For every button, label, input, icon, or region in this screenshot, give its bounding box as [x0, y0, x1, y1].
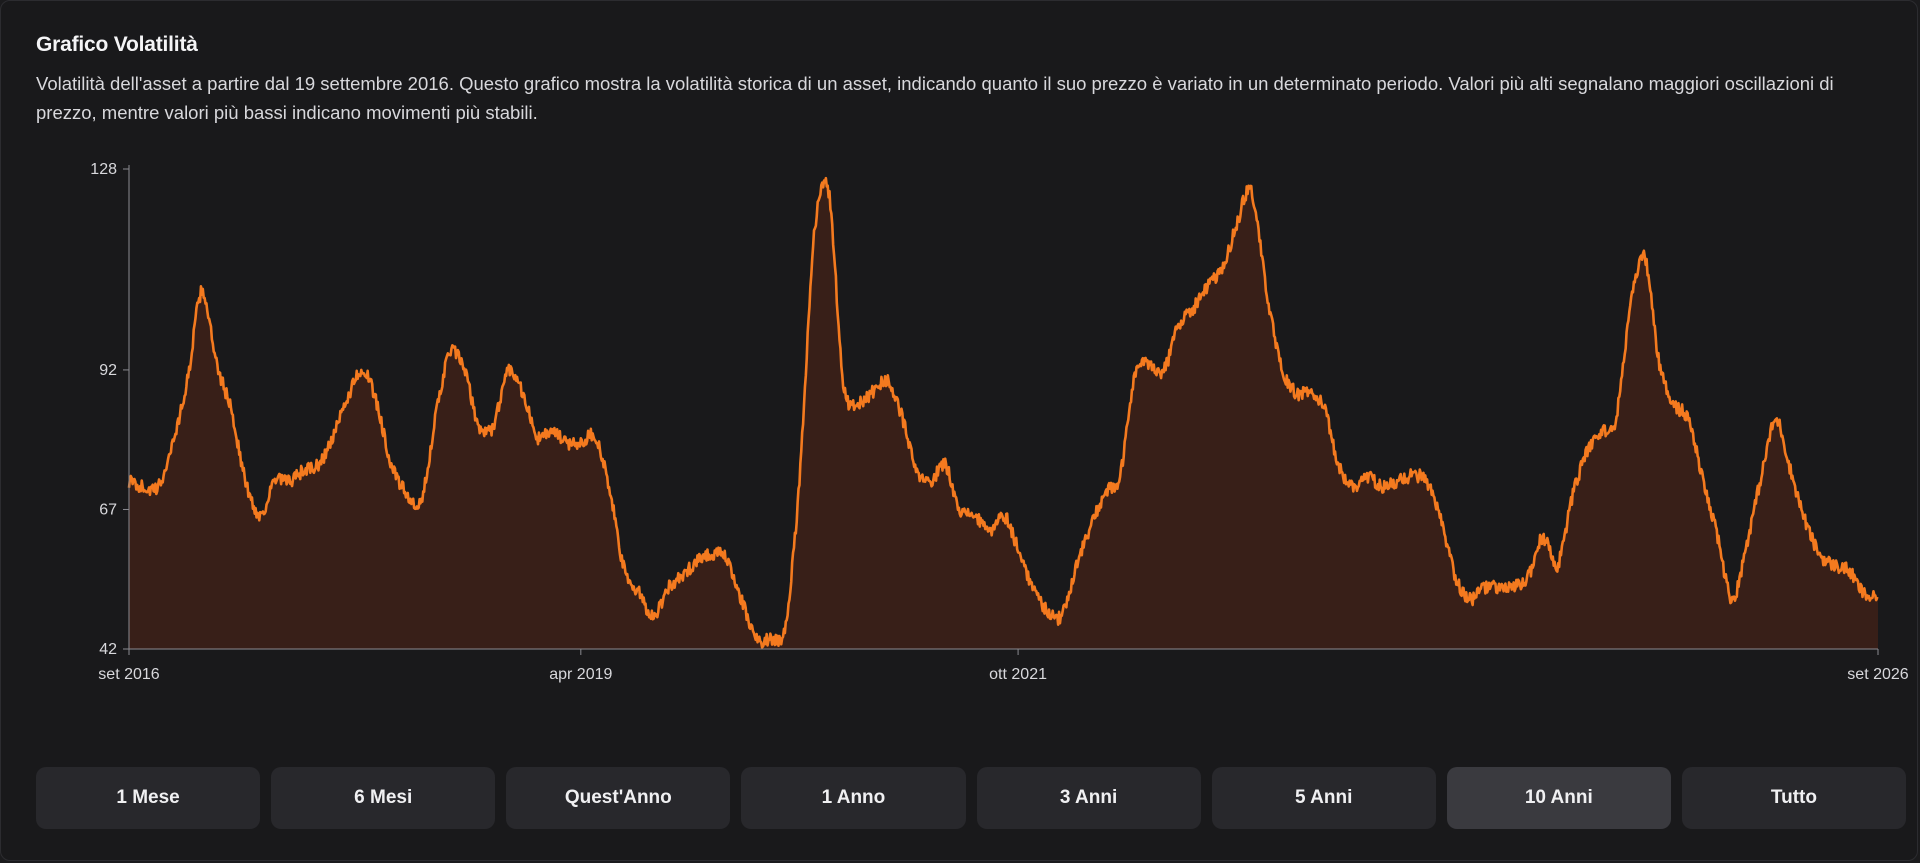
- y-tick-label: 128: [90, 161, 117, 178]
- range-button-3-anni[interactable]: 3 Anni: [976, 767, 1201, 829]
- range-button-6-mesi[interactable]: 6 Mesi: [271, 767, 496, 829]
- x-tick-label: set 2016: [98, 666, 159, 683]
- range-selector: 1 Mese 6 Mesi Quest'Anno 1 Anno 3 Anni 5 Anni…: [36, 767, 1906, 829]
- volatility-chart-svg: 42 67 92 128 set 2016 apr 2019 ott 2021 set 202…: [90, 161, 1908, 683]
- range-button-5-anni[interactable]: 5 Anni: [1211, 767, 1436, 829]
- range-button-tutto[interactable]: Tutto: [1681, 767, 1906, 829]
- x-tick-label: set 2026: [1847, 666, 1908, 683]
- volatility-series-line: [127, 176, 1879, 649]
- chart-description: Volatilità dell'asset a partire dal 19 s…: [36, 73, 1834, 123]
- y-tick-label: 67: [99, 501, 117, 518]
- chart-title: Grafico Volatilità: [36, 33, 198, 56]
- y-tick-label: 42: [99, 641, 117, 658]
- volatility-chart: 42 67 92 128 set 2016 apr 2019 ott 2021 set 202…: [1, 151, 1919, 701]
- x-tick-label: apr 2019: [549, 666, 612, 683]
- range-button-10-anni[interactable]: 10 Anni: [1446, 767, 1671, 829]
- y-tick-label: 92: [99, 362, 117, 379]
- x-tick-label: ott 2021: [989, 666, 1047, 683]
- volatility-area-fill: [129, 178, 1878, 649]
- range-button-quest-anno[interactable]: Quest'Anno: [506, 767, 731, 829]
- range-button-1-mese[interactable]: 1 Mese: [36, 767, 261, 829]
- range-button-1-anno[interactable]: 1 Anno: [741, 767, 966, 829]
